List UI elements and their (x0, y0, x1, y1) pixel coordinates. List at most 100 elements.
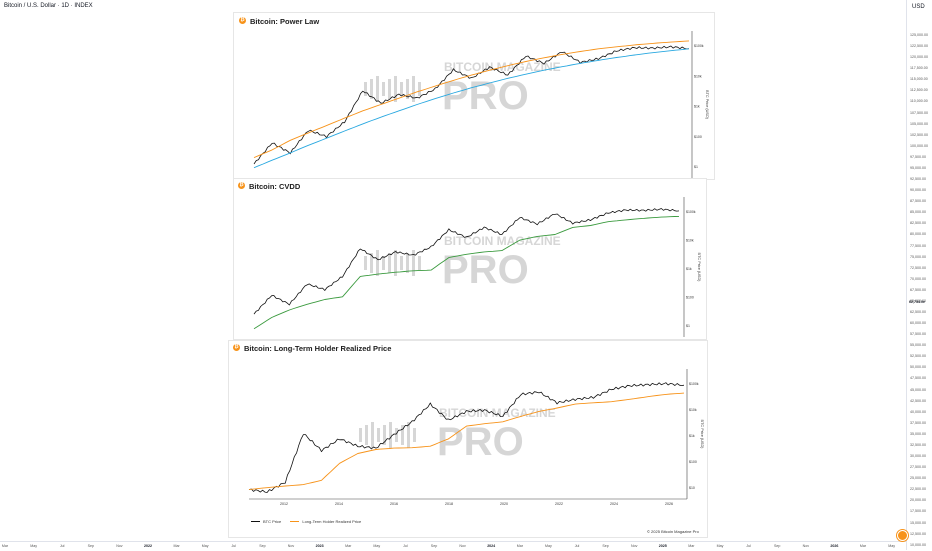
x-tick-label: 2012 (280, 502, 288, 506)
time-axis[interactable]: Mar May Jul Sep Nov 2022 Mar May Jul Sep Nov 2023 Ma… (0, 541, 906, 551)
x-tick-label: 2016 (390, 502, 398, 506)
time-tick: Nov (287, 544, 295, 548)
price-tick: 20,000.00 (910, 498, 926, 503)
price-tick: 40,000.00 (910, 409, 926, 414)
y-axis-label: BTC Price (USD) (700, 420, 704, 450)
series-line-price (248, 382, 685, 493)
price-tick: 87,500.00 (910, 199, 926, 204)
time-tick: May (373, 544, 381, 548)
watermark-bar (400, 82, 403, 96)
price-tick: 100,000.00 (910, 143, 928, 148)
watermark-bar (401, 425, 404, 445)
series-line-lower (253, 48, 690, 169)
watermark-pro: PRO (442, 74, 529, 118)
price-tick: 72,500.00 (910, 265, 926, 270)
price-tick: 32,500.00 (910, 442, 926, 447)
watermark-top: BITCOIN MAGAZINE (439, 406, 556, 420)
time-tick: 2023 (315, 544, 324, 548)
time-tick: Mar (516, 544, 523, 548)
y-tick-label: $10k (686, 239, 694, 243)
watermark-bar (371, 422, 374, 448)
price-tick: 112,500.00 (910, 88, 928, 93)
price-tick: 102,500.00 (910, 132, 928, 137)
price-tick: 70,000.00 (910, 276, 926, 281)
y-tick-label: $10k (689, 408, 697, 412)
price-tick: 17,500.00 (910, 509, 926, 514)
time-tick: May (30, 544, 37, 548)
price-tick: 15,000.00 (910, 520, 926, 525)
price-tick: 80,000.00 (910, 232, 926, 237)
time-tick: Mar (173, 544, 180, 548)
watermark-bar (418, 256, 421, 270)
bitcoin-logo-icon: ₿ (233, 344, 240, 351)
watermark-bar (388, 79, 391, 99)
price-tick: 42,500.00 (910, 398, 926, 403)
price-tick: 125,000.00 (910, 33, 928, 37)
price-tick: 65,000.00 (910, 298, 926, 303)
legend-label-lth: Long-Term Holder Realized Price (302, 519, 362, 524)
price-tick: 50,000.00 (910, 365, 926, 370)
watermark-bar (370, 253, 373, 273)
bitcoin-logo-icon: ₿ (239, 17, 246, 24)
watermark-pro: PRO (437, 420, 524, 464)
time-tick: Jul (746, 544, 751, 548)
watermark-bar (389, 422, 392, 448)
price-tick: 12,500.00 (910, 531, 926, 536)
time-tick: Sep (773, 544, 781, 548)
last-price-label: 62,734.0e (909, 300, 925, 304)
tradingview-logo-icon[interactable] (897, 530, 908, 541)
watermark-bar (400, 256, 403, 270)
price-tick: 122,500.00 (910, 44, 928, 49)
time-tick: Jul (231, 544, 237, 548)
power-law-chart: BITCOIN MAGAZINEPRO$100k$10k$1k$100$1BTC… (253, 31, 709, 178)
time-tick: Nov (630, 544, 638, 548)
legend-item-lth: Long-Term Holder Realized Price (290, 519, 361, 524)
time-tick: 2022 (144, 544, 152, 548)
time-tick: Mar (1, 544, 9, 548)
price-tick: 95,000.00 (910, 165, 926, 170)
time-tick: Mar (688, 544, 695, 548)
time-tick: Jul (574, 544, 580, 548)
time-tick: Mar (345, 544, 352, 548)
watermark-bar (365, 425, 368, 445)
time-tick: May (201, 544, 209, 548)
time-tick: 2025 (658, 544, 667, 548)
y-axis-label: BTC Price (USD) (697, 253, 701, 283)
price-axis[interactable]: USD 125,000.00 122,500.00 120,000.00 117,50… (906, 0, 932, 550)
price-tick: 92,500.00 (910, 177, 926, 182)
watermark-bar (395, 428, 398, 442)
watermark-bar (412, 76, 415, 102)
price-tick: 107,500.00 (910, 110, 928, 115)
watermark-bar (406, 253, 409, 273)
time-tick: Sep (259, 544, 266, 548)
watermark-bar (383, 425, 386, 445)
price-tick: 60,000.00 (910, 321, 926, 326)
price-tick: 75,000.00 (910, 254, 926, 259)
watermark-bar (394, 250, 397, 276)
series-line-lth (248, 392, 685, 491)
lth-panel: ₿ Bitcoin: Long-Term Holder Realized Pri… (228, 340, 708, 538)
legend-label-price: BTC Price (263, 519, 282, 524)
series-line-price (253, 45, 690, 165)
legend-item-price: BTC Price (251, 519, 281, 524)
cvdd-title: Bitcoin: CVDD (249, 182, 301, 191)
power-law-title: Bitcoin: Power Law (250, 17, 320, 26)
watermark-bar (388, 253, 391, 273)
watermark-bar (359, 428, 362, 442)
price-tick: 25,000.00 (910, 476, 926, 481)
watermark-bar (377, 428, 380, 442)
time-tick: Sep (430, 544, 438, 548)
y-tick-label: $100k (694, 44, 704, 48)
time-tick: Jul (403, 544, 408, 548)
time-tick: Jul (59, 544, 65, 548)
time-tick: May (716, 544, 724, 548)
x-tick-label: 2014 (335, 502, 343, 506)
x-tick-label: 2020 (500, 502, 508, 506)
time-tick: 2024 (487, 544, 496, 548)
y-tick-label: $10k (694, 74, 702, 78)
price-tick: 120,000.00 (910, 55, 928, 60)
y-tick-label: $100k (686, 210, 696, 214)
watermark-bar (413, 428, 416, 442)
series-line-price (253, 208, 680, 315)
symbol-title: Bitcoin / U.S. Dollar · 1D · INDEX (4, 3, 93, 9)
